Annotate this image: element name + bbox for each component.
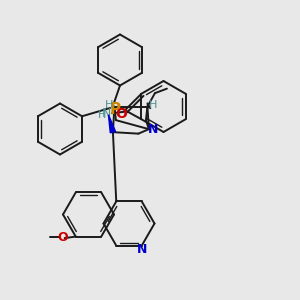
Text: H: H	[148, 100, 157, 110]
Text: P: P	[110, 102, 121, 117]
Polygon shape	[108, 115, 116, 133]
Text: N: N	[137, 243, 148, 256]
Text: N: N	[102, 107, 112, 120]
Text: H: H	[98, 110, 106, 120]
Text: H: H	[105, 100, 113, 110]
Text: N: N	[148, 123, 159, 136]
Text: O: O	[116, 107, 127, 121]
Text: O: O	[57, 231, 68, 244]
